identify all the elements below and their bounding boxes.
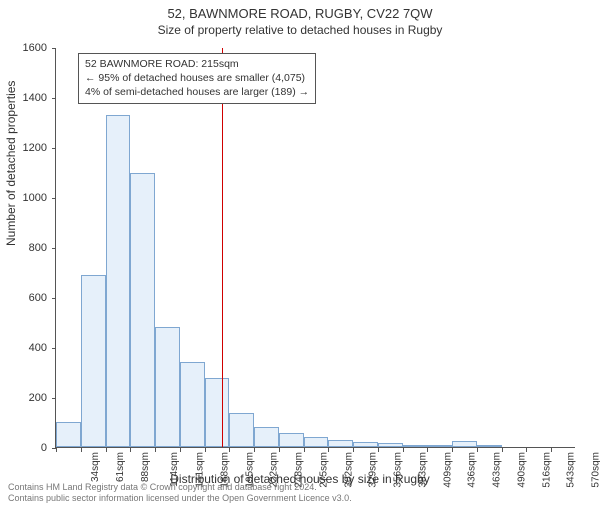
x-tick-mark [155, 448, 156, 452]
page-subtitle: Size of property relative to detached ho… [0, 23, 600, 37]
histogram-bar [353, 442, 378, 447]
y-tick-mark [52, 98, 56, 99]
x-tick-mark [229, 448, 230, 452]
histogram-bar [81, 275, 106, 448]
histogram-bar [378, 443, 403, 447]
x-tick-mark [81, 448, 82, 452]
histogram-bar [229, 413, 254, 447]
histogram-bar [477, 445, 502, 447]
reference-line [222, 48, 223, 447]
histogram-bar [254, 427, 279, 447]
histogram-bar [130, 173, 155, 447]
histogram-bar [56, 422, 81, 447]
y-tick-label: 1000 [7, 192, 47, 204]
y-tick-mark [52, 148, 56, 149]
y-tick-mark [52, 48, 56, 49]
x-tick-mark [130, 448, 131, 452]
x-tick-mark [502, 448, 503, 452]
histogram-bar [328, 440, 353, 448]
y-axis-label: Number of detached properties [4, 81, 18, 246]
y-tick-mark [52, 348, 56, 349]
footer-line: Contains HM Land Registry data © Crown c… [8, 482, 352, 493]
x-tick-mark [378, 448, 379, 452]
histogram-bar [106, 115, 131, 448]
histogram-bar [180, 362, 205, 447]
x-tick-mark [403, 448, 404, 452]
y-tick-mark [52, 398, 56, 399]
x-tick-mark [328, 448, 329, 452]
y-tick-label: 1400 [7, 92, 47, 104]
y-tick-label: 1600 [7, 42, 47, 54]
histogram-bar [279, 433, 304, 447]
x-tick-mark [180, 448, 181, 452]
annotation-line: 4% of semi-detached houses are larger (1… [85, 85, 309, 99]
y-tick-mark [52, 198, 56, 199]
histogram-bar [155, 327, 180, 447]
x-tick-mark [353, 448, 354, 452]
x-tick-mark [106, 448, 107, 452]
histogram-bar [403, 445, 428, 448]
x-tick-mark [304, 448, 305, 452]
y-tick-label: 0 [7, 442, 47, 454]
y-tick-label: 800 [7, 242, 47, 254]
annotation-box: 52 BAWNMORE ROAD: 215sqm← 95% of detache… [78, 53, 316, 104]
y-tick-mark [52, 248, 56, 249]
annotation-line: 52 BAWNMORE ROAD: 215sqm [85, 57, 309, 71]
y-tick-label: 200 [7, 392, 47, 404]
histogram-bar [205, 378, 230, 447]
y-tick-label: 600 [7, 292, 47, 304]
page-title: 52, BAWNMORE ROAD, RUGBY, CV22 7QW [0, 6, 600, 21]
plot-area: 0200400600800100012001400160034sqm61sqm8… [55, 48, 575, 448]
x-tick-mark [477, 448, 478, 452]
y-tick-label: 1200 [7, 142, 47, 154]
footer-line: Contains public sector information licen… [8, 493, 352, 504]
x-tick-mark [254, 448, 255, 452]
x-tick-mark [427, 448, 428, 452]
x-tick-mark [279, 448, 280, 452]
footer-attribution: Contains HM Land Registry data © Crown c… [8, 482, 352, 504]
x-tick-mark [452, 448, 453, 452]
histogram-bar [452, 441, 477, 447]
histogram-chart: 0200400600800100012001400160034sqm61sqm8… [55, 48, 575, 448]
histogram-bar [304, 437, 329, 447]
annotation-line: ← 95% of detached houses are smaller (4,… [85, 71, 309, 85]
x-tick-mark [205, 448, 206, 452]
histogram-bar [427, 445, 452, 448]
y-tick-mark [52, 298, 56, 299]
x-tick-mark [526, 448, 527, 452]
x-tick-mark [56, 448, 57, 452]
x-tick-mark [551, 448, 552, 452]
y-tick-label: 400 [7, 342, 47, 354]
